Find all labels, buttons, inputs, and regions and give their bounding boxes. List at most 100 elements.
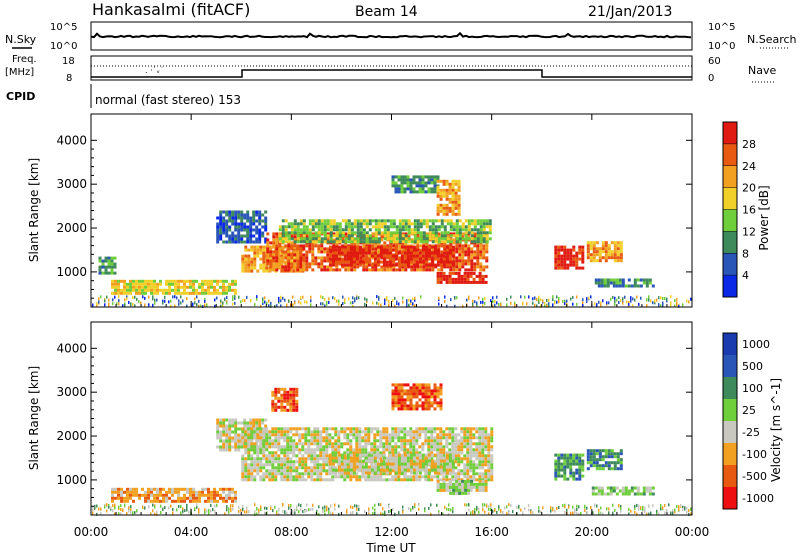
echo-cell — [427, 427, 430, 430]
echo-cell — [469, 463, 472, 466]
echo-cell — [222, 220, 225, 223]
echo-cell — [398, 472, 401, 475]
echo-cell — [410, 261, 413, 264]
echo-cell — [266, 250, 269, 253]
noise-cell — [268, 300, 270, 303]
echo-cell — [274, 457, 277, 460]
echo-cell — [225, 419, 228, 422]
noise-cell — [304, 300, 306, 303]
echo-cell — [463, 463, 466, 466]
echo-cell — [620, 253, 623, 256]
echo-cell — [234, 425, 237, 428]
echo-cell — [285, 228, 288, 231]
noise-cell — [364, 297, 366, 300]
echo-cell — [307, 454, 310, 457]
echo-cell — [249, 220, 252, 223]
echo-cell — [289, 430, 292, 433]
echo-cell — [467, 272, 470, 275]
echo-cell — [250, 433, 253, 436]
echo-cell — [244, 460, 247, 463]
echo-cell — [434, 469, 437, 472]
echo-cell — [425, 386, 428, 389]
echo-cell — [431, 252, 434, 255]
echo-cell — [385, 436, 388, 439]
echo-cell — [277, 400, 280, 403]
echo-cell — [620, 244, 623, 247]
echo-cell — [288, 234, 291, 237]
echo-cell — [428, 407, 431, 410]
echo-cell — [377, 250, 380, 253]
echo-cell — [231, 220, 234, 223]
echo-cell — [478, 451, 481, 454]
echo-cell — [234, 440, 237, 443]
echo-cell — [416, 454, 419, 457]
echo-cell — [458, 253, 461, 256]
noise-cell — [364, 303, 366, 306]
echo-cell — [195, 280, 198, 283]
echo-cell — [259, 463, 262, 466]
echo-cell — [307, 433, 310, 436]
echo-cell — [325, 442, 328, 445]
echo-cell — [424, 427, 427, 430]
echo-cell — [228, 220, 231, 223]
noise-cell — [182, 300, 184, 303]
echo-cell — [374, 261, 377, 264]
echo-cell — [405, 219, 408, 222]
echo-cell — [316, 469, 319, 472]
echo-cell — [250, 442, 253, 445]
echo-cell — [219, 214, 222, 217]
echo-cell — [581, 255, 584, 258]
echo-cell — [381, 219, 384, 222]
echo-cell — [338, 246, 341, 249]
echo-cell — [490, 445, 493, 448]
echo-cell — [462, 225, 465, 228]
noise-cell — [124, 298, 126, 301]
echo-cell — [344, 264, 347, 267]
echo-cell — [314, 244, 317, 247]
noise-cell — [178, 299, 180, 302]
echo-cell — [436, 433, 439, 436]
echo-cell — [455, 281, 458, 284]
echo-cell — [241, 472, 244, 475]
noise-cell — [342, 302, 344, 305]
echo-cell — [234, 289, 237, 292]
echo-cell — [407, 404, 410, 407]
echo-cell — [244, 430, 247, 433]
noise-cell — [682, 303, 684, 306]
echo-cell — [359, 252, 362, 255]
echo-cell — [316, 430, 319, 433]
echo-cell — [168, 283, 171, 286]
echo-cell — [434, 466, 437, 469]
echo-cell — [249, 217, 252, 220]
echo-cell — [228, 241, 231, 244]
echo-cell — [253, 261, 256, 264]
echo-cell — [416, 457, 419, 460]
echo-cell — [408, 231, 411, 234]
noise-cell — [350, 301, 352, 304]
echo-cell — [637, 279, 640, 282]
echo-cell — [419, 255, 422, 258]
echo-cell — [443, 210, 446, 213]
echo-cell — [219, 217, 222, 220]
echo-cell — [305, 268, 308, 271]
echo-cell — [437, 404, 440, 407]
echo-cell — [474, 222, 477, 225]
echo-cell — [431, 187, 434, 190]
echo-cell — [425, 190, 428, 193]
echo-cell — [397, 430, 400, 433]
echo-cell — [252, 419, 255, 422]
echo-cell — [443, 192, 446, 195]
echo-cell — [369, 222, 372, 225]
echo-cell — [216, 292, 219, 295]
echo-cell — [444, 240, 447, 243]
echo-cell — [252, 235, 255, 238]
echo-cell — [320, 256, 323, 259]
echo-cell — [406, 448, 409, 451]
echo-cell — [465, 225, 468, 228]
noise-cell — [690, 298, 692, 301]
echo-cell — [225, 235, 228, 238]
echo-cell — [490, 475, 493, 478]
echo-cell — [428, 252, 431, 255]
echo-cell — [578, 249, 581, 252]
echo-cell — [318, 228, 321, 231]
